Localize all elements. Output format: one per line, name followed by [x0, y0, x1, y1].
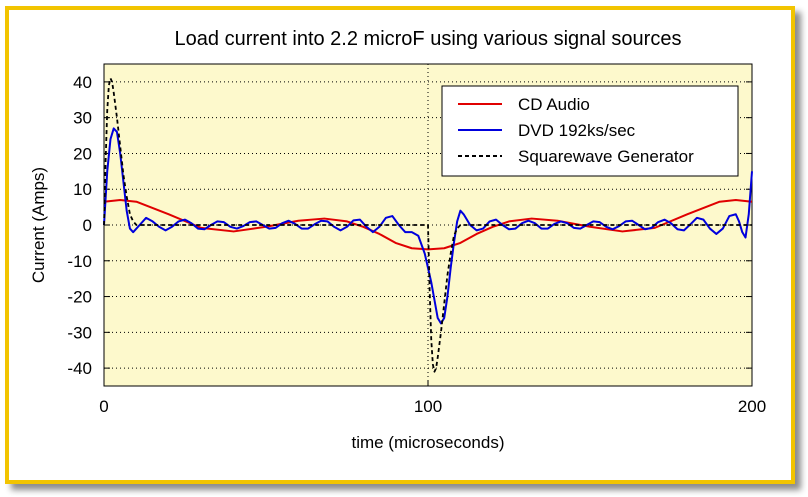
legend-label: CD Audio [518, 95, 590, 114]
series-lines [103, 77, 753, 373]
x-tick-label: 0 [99, 397, 108, 416]
x-tick-label: 200 [738, 397, 766, 416]
y-tick-label: 20 [73, 144, 92, 163]
y-axis-ticks: 40 30 20 10 0 -10 -20 -30 -40 [67, 73, 752, 378]
y-tick-label: -30 [67, 323, 92, 342]
series-squarewave-line [103, 77, 752, 373]
y-tick-label: 10 [73, 180, 92, 199]
y-tick-label: 40 [73, 73, 92, 92]
series-dvd-192ks-line [103, 127, 753, 325]
legend: CD Audio DVD 192ks/sec Squarewave Generato… [441, 85, 739, 177]
y-tick-label: 30 [73, 109, 92, 128]
chart-title: Load current into 2.2 microF using vario… [175, 28, 682, 50]
series-cd-audio-line [103, 198, 753, 251]
y-axis-label: Current (Amps) [29, 167, 48, 283]
x-tick-label: 100 [414, 397, 442, 416]
legend-items: CD Audio DVD 192ks/sec Squarewave Generato… [458, 95, 694, 166]
x-axis-ticks: 0 100 200 [99, 380, 766, 416]
y-tick-label: -20 [67, 288, 92, 307]
y-tick-label: 0 [83, 216, 92, 235]
y-tick-label: -10 [67, 252, 92, 271]
legend-label: Squarewave Generator [518, 147, 694, 166]
legend-label: DVD 192ks/sec [518, 121, 636, 140]
y-tick-label: -40 [67, 359, 92, 378]
x-axis-label: time (microseconds) [351, 433, 504, 452]
